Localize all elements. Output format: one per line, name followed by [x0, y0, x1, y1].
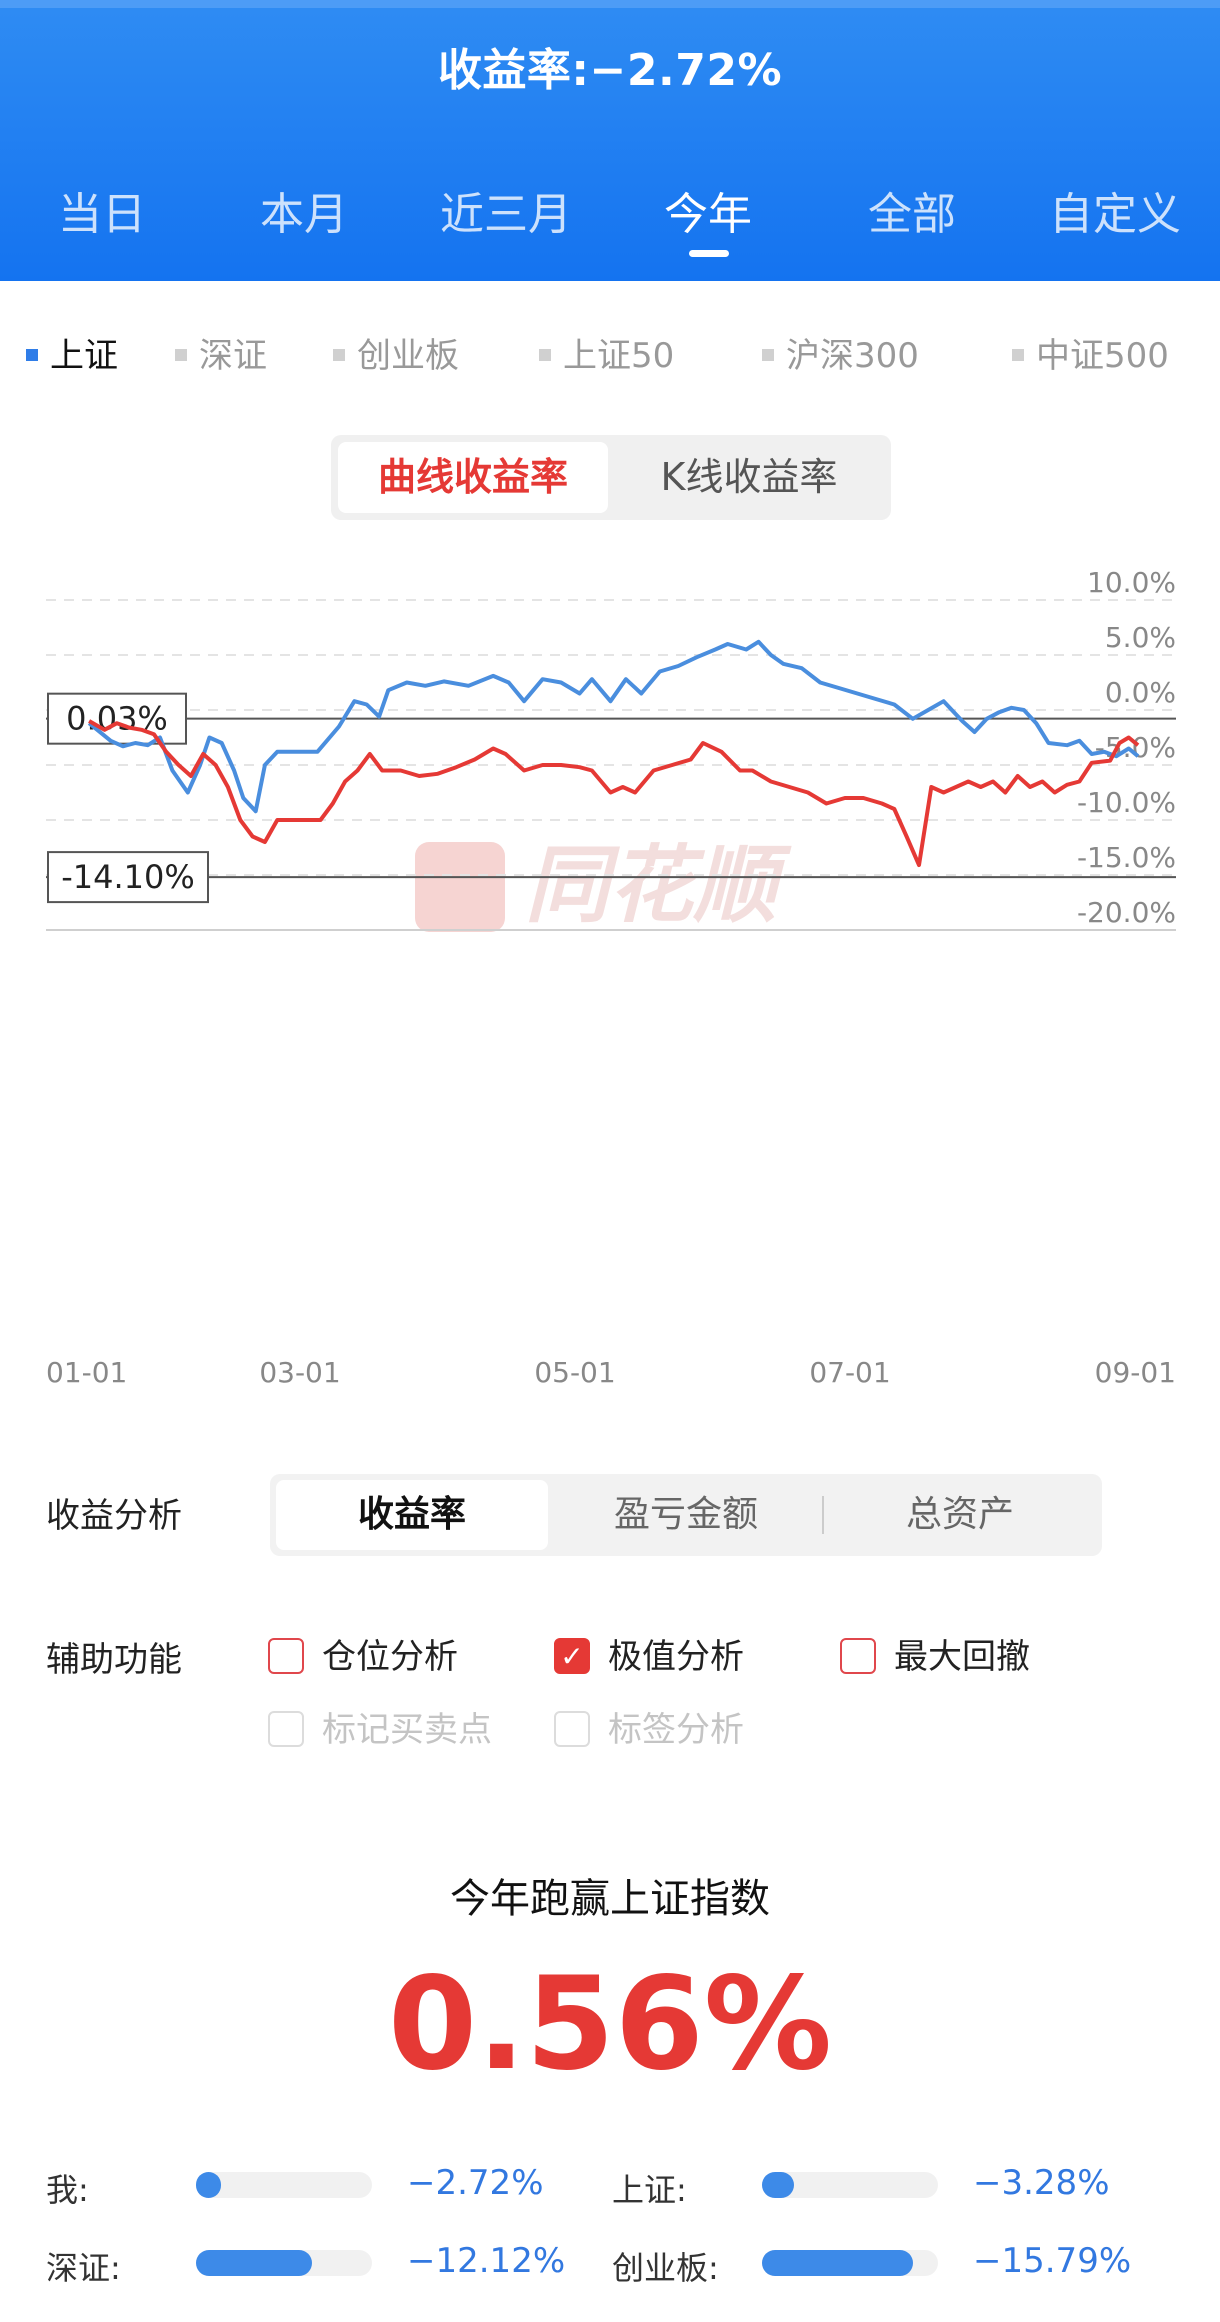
compare-bar-fill: [762, 2172, 794, 2198]
watermark-logo-icon: [415, 842, 505, 932]
compare-value-shenzhen: −12.12%: [407, 2241, 566, 2281]
checkbox-extreme-analysis[interactable]: ✓ 极值分析: [554, 1629, 744, 1678]
legend-square-icon: [762, 348, 774, 361]
index-csi300[interactable]: 沪深300: [762, 328, 919, 377]
segment-divider: [822, 1496, 824, 1534]
x-tick-label: 03-01: [259, 1356, 340, 1389]
beat-index-value: 0.56%: [387, 1950, 833, 2099]
checkbox-tag-analysis: 标签分析: [554, 1702, 744, 1751]
index-csi500[interactable]: 中证500: [1012, 328, 1169, 377]
tab-this-year[interactable]: 今年: [664, 189, 752, 240]
index-chinext[interactable]: 创业板: [333, 328, 459, 377]
checkbox-position-analysis[interactable]: 仓位分析: [268, 1629, 458, 1678]
x-tick-label: 09-01: [1095, 1356, 1176, 1389]
x-tick-label: 01-01: [46, 1356, 127, 1389]
y-tick-label: 5.0%: [1105, 621, 1176, 654]
index-label: 上证: [50, 336, 118, 376]
y-tick-label: -5.0%: [1095, 731, 1176, 764]
legend-square-icon: [26, 348, 38, 361]
tab-all[interactable]: 全部: [868, 189, 956, 240]
segment-total-assets[interactable]: 总资产: [905, 1494, 1014, 1535]
checkbox-max-drawdown[interactable]: 最大回撤: [840, 1629, 1030, 1678]
checkbox-label: 标签分析: [608, 1710, 744, 1750]
watermark-text: 同花顺: [525, 836, 792, 934]
series-line-red: [88, 719, 1140, 868]
compare-bar-shanghai: [762, 2172, 938, 2198]
watermark: 同花顺: [415, 836, 792, 934]
segment-profit-loss[interactable]: 盈亏金额: [613, 1494, 758, 1535]
toggle-curve-yield[interactable]: 曲线收益率: [338, 442, 608, 513]
x-tick-label: 07-01: [809, 1356, 890, 1389]
index-label: 上证50: [563, 336, 675, 376]
legend-square-icon: [539, 348, 551, 361]
checkmark-icon: ✓: [554, 1637, 590, 1674]
analysis-segment: 收益率 盈亏金额 总资产: [270, 1474, 1102, 1556]
compare-value-chinext: −15.79%: [973, 2241, 1132, 2281]
header: 收益率:−2.72% 当日 本月 近三月 今年 全部 自定义: [0, 0, 1220, 281]
compare-bar-me: [196, 2172, 372, 2198]
analysis-label: 收益分析: [46, 1496, 182, 1536]
yield-title: 收益率:−2.72%: [437, 45, 783, 96]
compare-label-shanghai: 上证:: [612, 2171, 687, 2209]
compare-bar-chinext: [762, 2250, 938, 2276]
toggle-kline-yield[interactable]: K线收益率: [660, 455, 838, 499]
extreme-label-box: [47, 851, 209, 904]
y-tick-label: -10.0%: [1077, 786, 1176, 819]
checkbox-icon: [268, 1710, 304, 1747]
index-sse50[interactable]: 上证50: [539, 328, 674, 377]
status-strip: [0, 0, 1220, 8]
tab-today[interactable]: 当日: [58, 189, 146, 240]
series-line-blue: [87, 639, 1140, 814]
compare-value-shanghai: −3.28%: [973, 2163, 1110, 2203]
index-label: 中证500: [1036, 336, 1169, 376]
chart-type-toggle: 曲线收益率 K线收益率: [331, 435, 891, 520]
extreme-label: -14.10%: [61, 858, 195, 896]
compare-bar-fill: [196, 2250, 313, 2276]
checkbox-icon: [840, 1637, 876, 1674]
index-label: 创业板: [357, 336, 459, 376]
y-tick-label: -20.0%: [1077, 896, 1176, 929]
index-label: 沪深300: [786, 336, 919, 376]
compare-value-me: −2.72%: [407, 2163, 544, 2203]
checkbox-label: 标记买卖点: [322, 1710, 492, 1750]
compare-bar-shenzhen: [196, 2250, 372, 2276]
checkbox-label: 最大回撤: [894, 1637, 1030, 1677]
tab-custom[interactable]: 自定义: [1049, 189, 1181, 240]
tab-this-month[interactable]: 本月: [260, 189, 348, 240]
compare-label-shenzhen: 深证:: [46, 2249, 121, 2287]
index-label: 深证: [199, 336, 267, 376]
compare-label-me: 我:: [46, 2171, 89, 2209]
legend-square-icon: [1012, 348, 1024, 361]
checkbox-icon: [554, 1710, 590, 1747]
extreme-label-box: [47, 692, 187, 745]
x-tick-label: 05-01: [534, 1356, 615, 1389]
active-tab-indicator: [689, 250, 729, 257]
checkbox-icon: [268, 1637, 304, 1674]
checkbox-trade-points: 标记买卖点: [268, 1702, 492, 1751]
legend-square-icon: [175, 348, 187, 361]
checkbox-label: 极值分析: [608, 1637, 744, 1677]
compare-label-chinext: 创业板:: [612, 2249, 719, 2287]
aux-label: 辅助功能: [46, 1640, 182, 1680]
legend-square-icon: [333, 348, 345, 361]
y-tick-label: 0.0%: [1105, 676, 1176, 709]
segment-yield[interactable]: 收益率: [276, 1480, 548, 1550]
yield-chart: 同花顺 10.0% 5.0% 0.0% -5.0% -10.0% -15.0% -20.0%…: [46, 566, 1176, 1389]
y-tick-label: -15.0%: [1077, 841, 1176, 874]
beat-index-title: 今年跑赢上证指数: [450, 1876, 770, 1922]
compare-bar-fill: [196, 2172, 221, 2198]
index-shenzhen[interactable]: 深证: [175, 328, 267, 377]
y-tick-label: 10.0%: [1087, 566, 1176, 599]
checkbox-label: 仓位分析: [322, 1637, 458, 1677]
tab-three-months[interactable]: 近三月: [440, 189, 572, 240]
compare-bar-fill: [762, 2250, 914, 2276]
index-shanghai[interactable]: 上证: [26, 328, 118, 377]
